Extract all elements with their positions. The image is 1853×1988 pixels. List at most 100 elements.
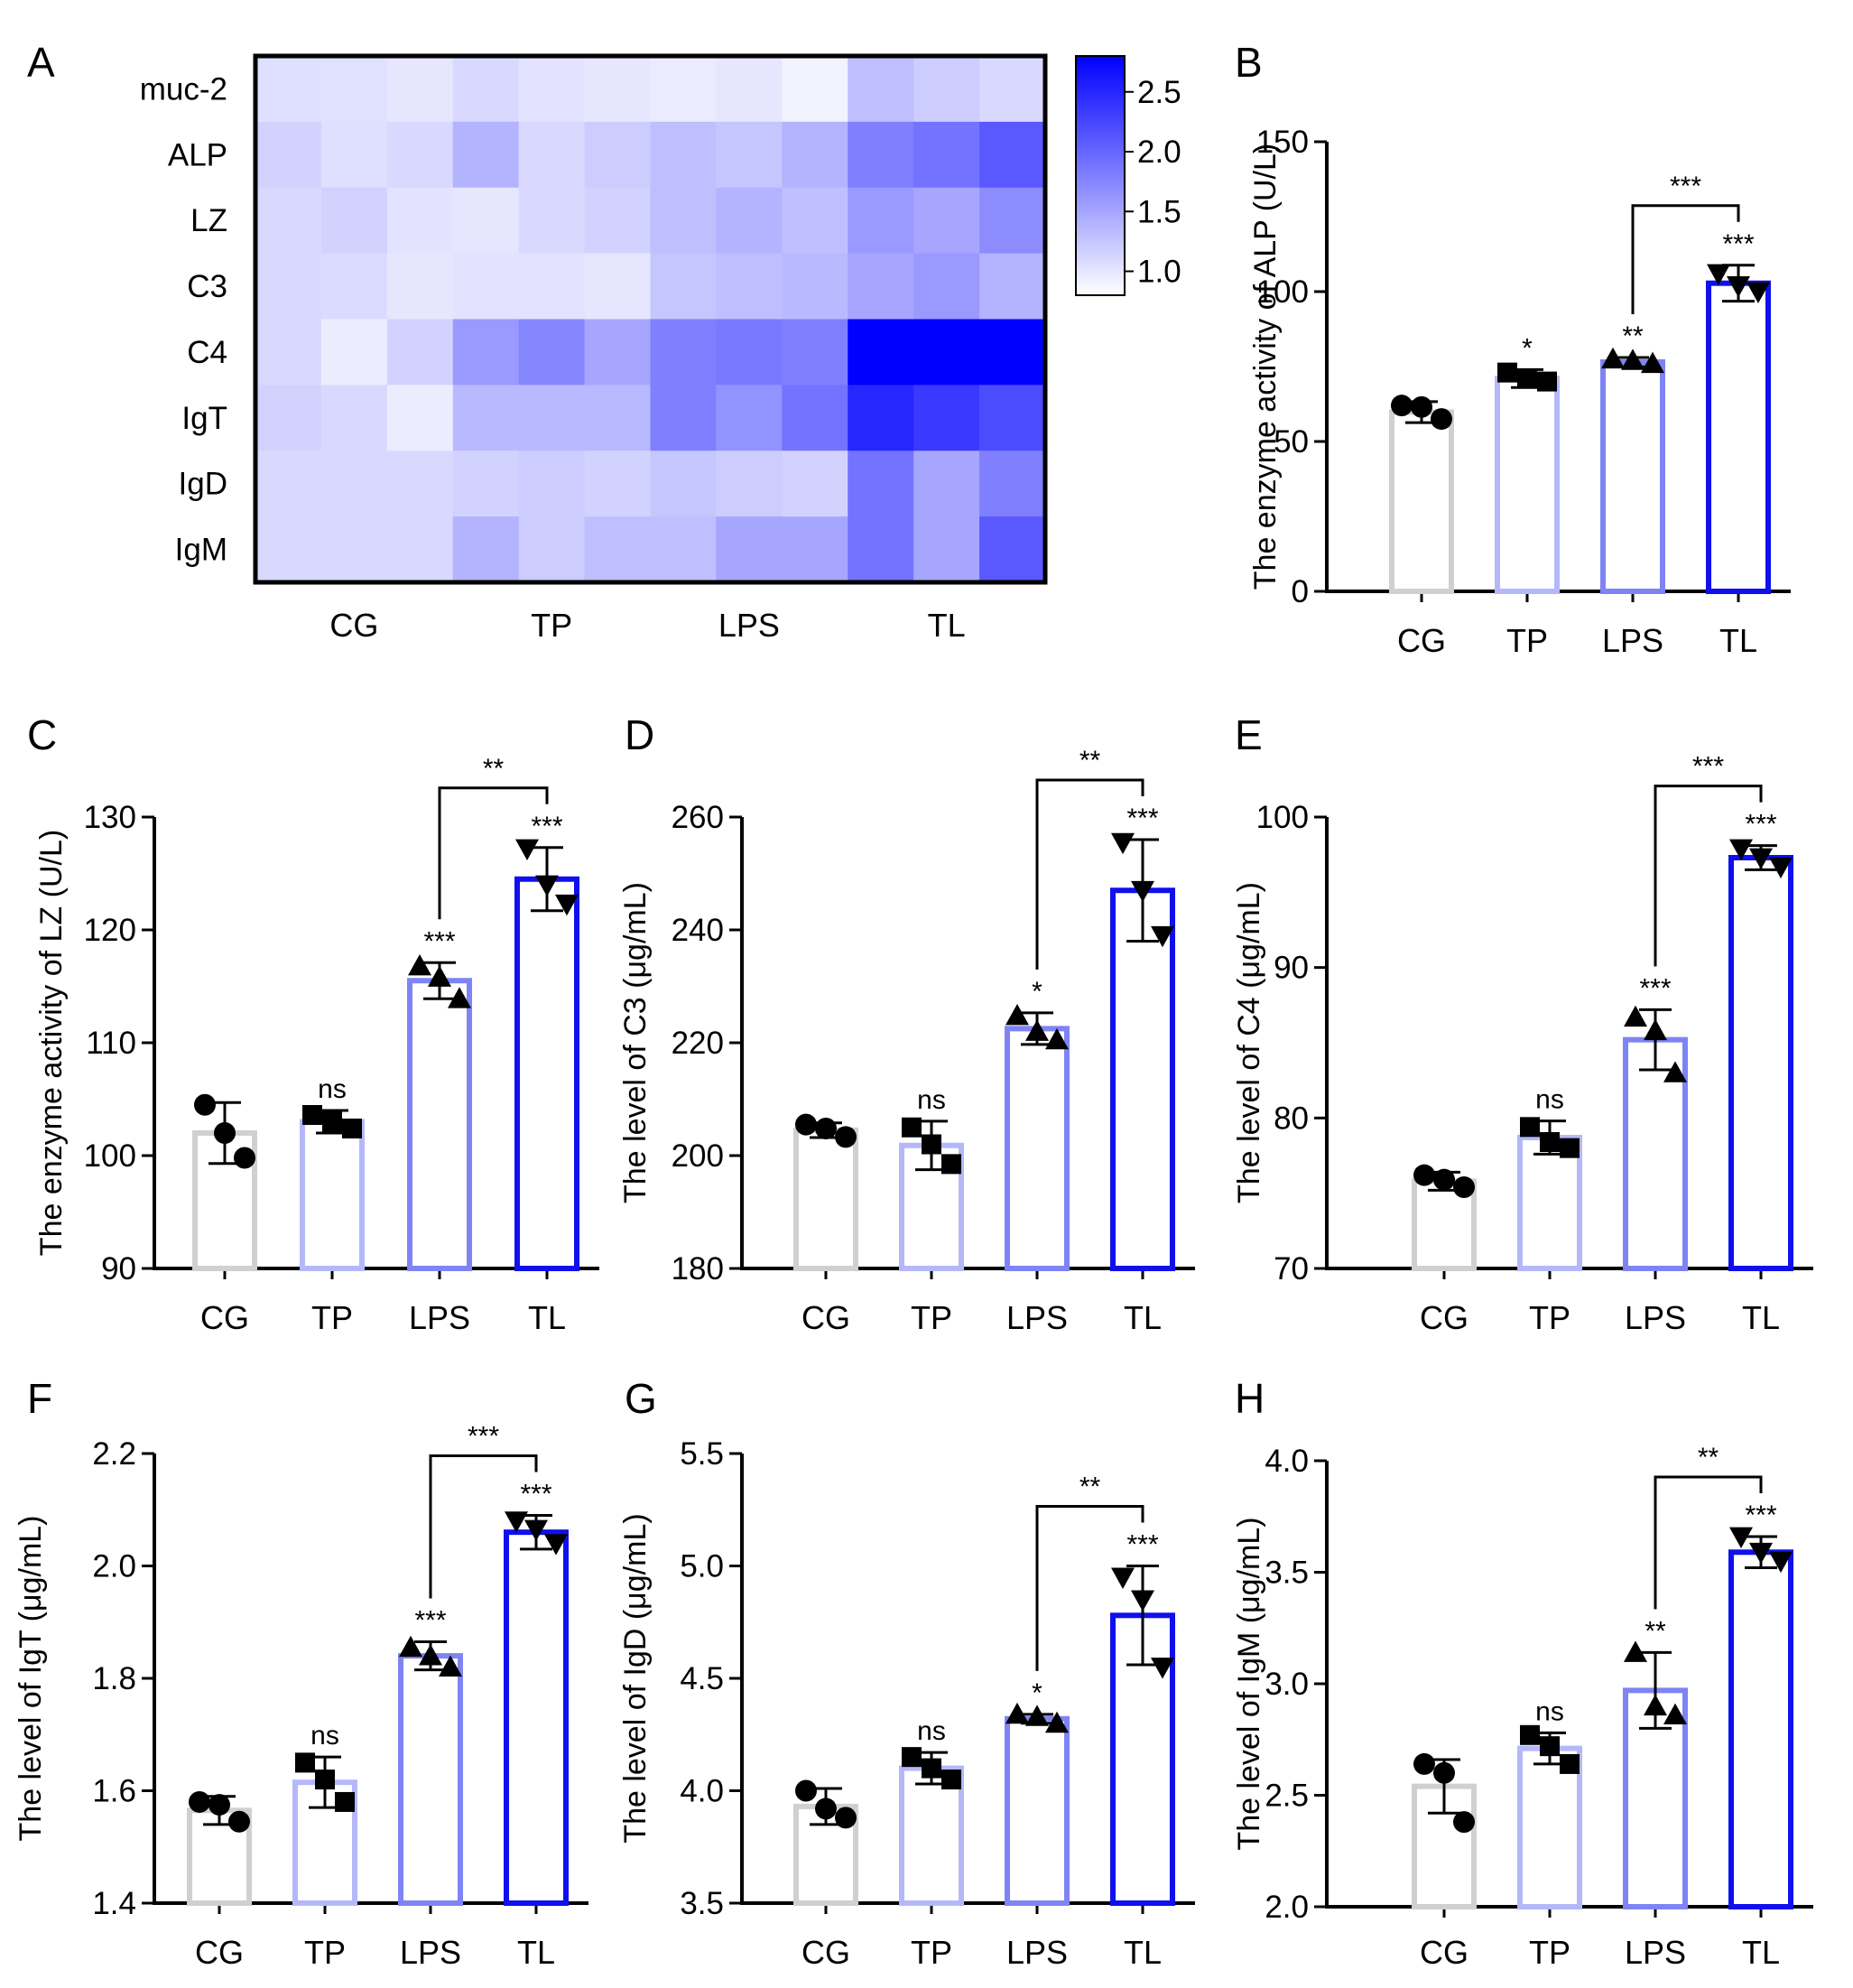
y-tick-label: 180 <box>672 1251 724 1287</box>
significance-label: ns <box>1535 1696 1564 1726</box>
data-point-triangle-down <box>505 1511 528 1533</box>
heatmap-cell <box>716 516 783 583</box>
heatmap-cell <box>255 121 322 189</box>
significance-label: *** <box>414 1606 446 1636</box>
bar <box>1706 280 1771 594</box>
data-point-square <box>342 1119 362 1138</box>
data-point-triangle-up <box>399 1635 422 1658</box>
data-point-square <box>335 1791 355 1812</box>
bar <box>1517 1135 1582 1271</box>
panel-letter-c: C <box>27 711 57 758</box>
y-tick-label: 0 <box>1292 574 1309 609</box>
heatmap-cell <box>848 451 914 517</box>
significance-label: ns <box>310 1721 339 1751</box>
heatmap-cell <box>716 319 783 386</box>
heatmap-cell <box>716 451 783 517</box>
x-tick-label: LPS <box>1602 622 1663 659</box>
x-tick-label: CG <box>801 1299 850 1336</box>
heatmap-cell <box>913 56 980 123</box>
heatmap-cell <box>584 121 652 189</box>
data-point-triangle-up <box>1663 1703 1687 1724</box>
data-point-triangle-down <box>524 1519 548 1542</box>
heatmap-cell <box>716 187 783 255</box>
data-point-triangle-up <box>1045 1027 1069 1050</box>
heatmap-cell <box>650 451 718 517</box>
heatmap-row-label: IgM <box>175 533 227 568</box>
heatmap-cell <box>782 253 848 320</box>
data-point-triangle-up <box>419 1644 442 1666</box>
panel-letter-g: G <box>625 1375 657 1422</box>
heatmap-cell <box>584 516 652 583</box>
x-tick-label: CG <box>1420 1934 1469 1971</box>
bracket-significance-label: *** <box>1670 172 1701 201</box>
y-tick-label: 3.5 <box>1265 1556 1309 1591</box>
y-tick-label: 1.8 <box>92 1661 136 1696</box>
data-point-circle <box>1413 1164 1435 1186</box>
significance-label: ns <box>917 1085 946 1115</box>
data-point-triangle-down <box>1769 857 1793 878</box>
heatmap-cell <box>255 253 322 320</box>
x-tick-label: CG <box>195 1934 244 1971</box>
heatmap-cell <box>782 56 848 123</box>
heatmap-cell <box>386 187 454 255</box>
heatmap-cell <box>518 187 586 255</box>
panel-letter-f: F <box>27 1375 52 1422</box>
bar <box>407 978 472 1271</box>
y-axis-label: The level of C3 (μg/mL) <box>618 882 653 1203</box>
heatmap-cell <box>584 56 652 123</box>
y-axis-label: The enzyme activity of ALP (U/L) <box>1248 144 1283 590</box>
data-point-triangle-down <box>1749 1542 1773 1565</box>
heatmap-cell <box>452 451 520 517</box>
panel-letter-h: H <box>1235 1375 1265 1422</box>
x-tick-label: TL <box>517 1934 555 1971</box>
y-tick-label: 100 <box>84 1138 136 1174</box>
heatmap-cell <box>782 385 848 451</box>
significance-label: * <box>1032 1678 1042 1708</box>
data-point-triangle-down <box>1131 1590 1154 1612</box>
data-point-triangle-up <box>1644 1018 1667 1041</box>
data-point-triangle-up <box>1601 347 1625 369</box>
heatmap-cell <box>320 121 388 189</box>
heatmap-row-label: C3 <box>187 269 227 304</box>
bar <box>514 876 579 1271</box>
y-tick-label: 120 <box>84 913 136 948</box>
colorbar-tick-label: 1.5 <box>1137 194 1181 229</box>
heatmap-cell <box>518 385 586 451</box>
bar <box>1389 409 1454 594</box>
bar-chart-panel-d: D 180 200 220 240 260 The level of C3 (μg/mL) C… <box>618 711 1195 1336</box>
bar-chart-panel-e: E 70 80 90 100 The level of C4 (μg/mL) CG TP ns L… <box>1232 711 1813 1336</box>
colorbar-tick-label: 1.0 <box>1137 255 1181 290</box>
heatmap-cell <box>518 516 586 583</box>
data-point-triangle-down <box>1769 1551 1793 1574</box>
x-tick-label: LPS <box>400 1934 461 1971</box>
bracket-significance-label: ** <box>1698 1443 1719 1472</box>
significance-label: *** <box>531 812 562 841</box>
heatmap-cell <box>386 451 454 517</box>
significance-bracket <box>429 1454 538 1599</box>
x-tick-label: TP <box>1529 1934 1570 1971</box>
x-tick-label: LPS <box>1006 1299 1068 1336</box>
significance-label: * <box>1032 977 1042 1007</box>
heatmap-row-label: C4 <box>187 335 227 370</box>
heatmap-row-label: LZ <box>190 203 227 238</box>
data-point-square <box>1520 1117 1540 1138</box>
heatmap-cell <box>320 385 388 451</box>
heatmap-cell <box>255 56 322 123</box>
x-tick-label: TL <box>1719 622 1757 659</box>
bar <box>398 1653 463 1906</box>
y-tick-label: 2.0 <box>1265 1890 1309 1925</box>
data-point-square <box>1560 1753 1580 1774</box>
heatmap-row-label: IgD <box>179 467 227 502</box>
heatmap-cell <box>782 516 848 583</box>
heatmap-cell <box>320 451 388 517</box>
y-axis-label: The level of IgT (μg/mL) <box>14 1516 48 1842</box>
data-point-square <box>1520 1724 1540 1745</box>
data-point-square <box>941 1770 961 1790</box>
heatmap-cell <box>979 319 1046 386</box>
heatmap-row-label: IgT <box>181 401 227 436</box>
colorbar-tick-label: 2.5 <box>1137 75 1181 110</box>
bar <box>1728 855 1793 1271</box>
significance-bracket <box>1035 778 1144 970</box>
heatmap-group-label: LPS <box>718 607 780 644</box>
y-tick-label: 1.4 <box>92 1886 136 1921</box>
